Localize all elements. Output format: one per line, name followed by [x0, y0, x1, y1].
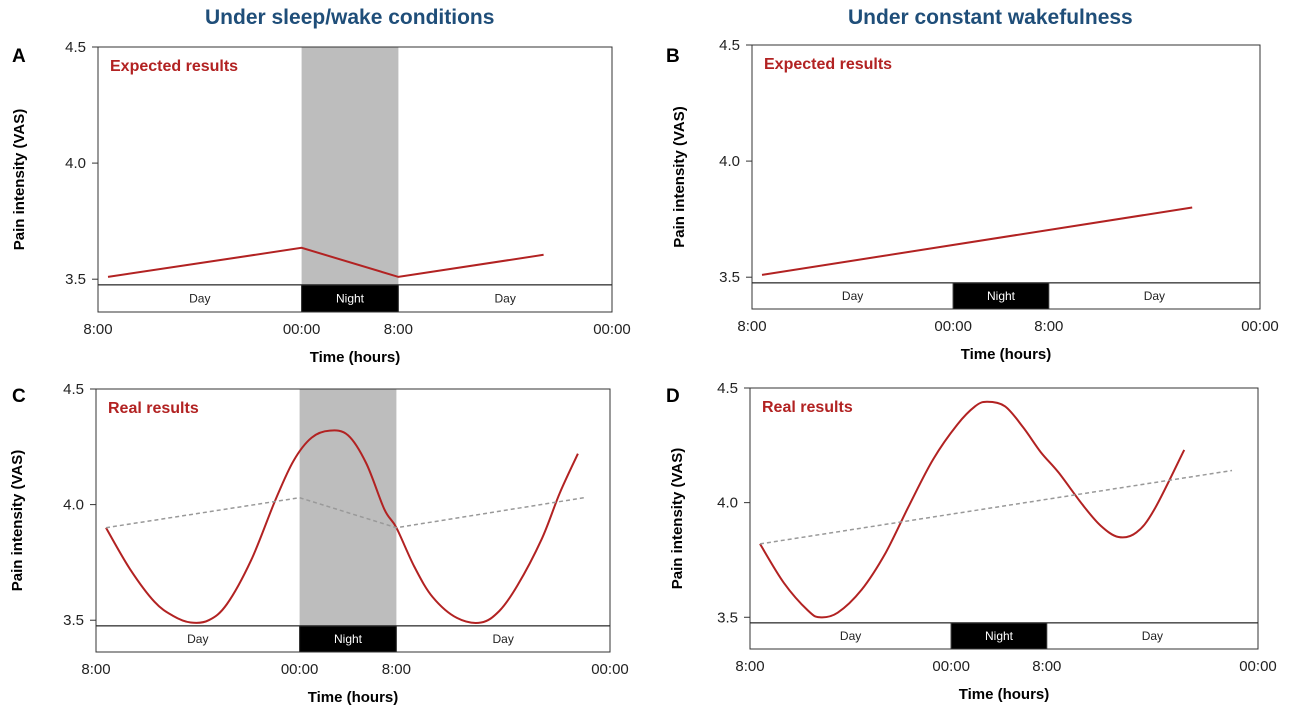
- x-axis-title: Time (hours): [961, 346, 1052, 363]
- panel-letter: B: [666, 46, 680, 67]
- x-tick-label: 00:00: [283, 321, 321, 338]
- y-tick-label: 3.5: [63, 612, 84, 629]
- x-tick-label: 8:00: [737, 318, 766, 335]
- day-band: [1048, 282, 1261, 310]
- day-band-label: Day: [842, 289, 863, 303]
- y-tick-label: 3.5: [719, 269, 740, 286]
- x-tick-label: 8:00: [83, 321, 112, 338]
- night-band-label: Night: [985, 629, 1014, 643]
- pain-curve-line: [107, 246, 544, 278]
- panel-letter: A: [12, 46, 26, 67]
- day-band: [395, 625, 611, 653]
- day-band-label: Day: [187, 632, 208, 646]
- y-axis-title: Pain intensity (VAS): [671, 106, 688, 247]
- y-axis-title: Pain intensity (VAS): [11, 109, 28, 250]
- pain-curve-line: [105, 429, 579, 624]
- panel-c: Day Night Day 3.5 4.0 4.5 8:00 00:00 8:00 00:00 Pa…: [9, 381, 629, 706]
- panel-annotation: Expected results: [764, 56, 892, 73]
- night-band: [952, 282, 1050, 310]
- night-band-label: Night: [336, 292, 365, 306]
- x-tick-label: 00:00: [281, 661, 319, 678]
- plot-frame: [749, 387, 1259, 650]
- x-tick-label: 00:00: [932, 658, 970, 675]
- y-tick-label: 4.5: [717, 380, 738, 397]
- panel-d: Day Night Day 3.5 4.0 4.5 8:00 00:00 8:00 00:00 Pa…: [666, 380, 1277, 703]
- plot-frame: [751, 44, 1261, 310]
- x-tick-label: 00:00: [1241, 318, 1279, 335]
- night-shading: [299, 389, 397, 626]
- x-axis-title: Time (hours): [310, 349, 401, 366]
- x-tick-label: 8:00: [1032, 658, 1061, 675]
- y-tick-label: 3.5: [717, 609, 738, 626]
- panel-letter: C: [12, 386, 26, 407]
- day-band: [97, 284, 303, 313]
- expected-trend-line: [105, 496, 585, 529]
- left-column-title: Under sleep/wake conditions: [205, 6, 495, 29]
- pain-curve-line: [761, 206, 1193, 276]
- x-tick-label: 8:00: [735, 658, 764, 675]
- panel-letter: D: [666, 386, 680, 407]
- y-axis-title: Pain intensity (VAS): [669, 448, 686, 589]
- x-axis-title: Time (hours): [959, 686, 1050, 703]
- panel-annotation: Expected results: [110, 58, 238, 75]
- night-shading: [301, 47, 399, 285]
- x-tick-label: 00:00: [1239, 658, 1277, 675]
- day-band-label: Day: [189, 292, 210, 306]
- night-band: [950, 622, 1048, 650]
- y-tick-label: 3.5: [65, 271, 86, 288]
- y-tick-label: 4.0: [65, 155, 86, 172]
- x-tick-label: 8:00: [81, 661, 110, 678]
- night-band-label: Night: [334, 632, 363, 646]
- night-band: [299, 625, 397, 653]
- day-band: [95, 625, 301, 653]
- day-band-label: Day: [840, 629, 861, 643]
- y-tick-label: 4.0: [719, 153, 740, 170]
- night-band-label: Night: [987, 289, 1016, 303]
- x-tick-label: 00:00: [593, 321, 631, 338]
- day-band-label: Day: [1144, 289, 1165, 303]
- y-tick-label: 4.0: [717, 495, 738, 512]
- day-band-label: Day: [495, 292, 516, 306]
- y-tick-label: 4.0: [63, 497, 84, 514]
- expected-trend-line: [759, 469, 1233, 545]
- y-tick-label: 4.5: [65, 39, 86, 56]
- day-band-label: Day: [493, 632, 514, 646]
- panel-annotation: Real results: [762, 399, 853, 416]
- x-axis-title: Time (hours): [308, 689, 399, 706]
- day-band-label: Day: [1142, 629, 1163, 643]
- day-band: [397, 284, 613, 313]
- x-tick-label: 8:00: [384, 321, 413, 338]
- panel-annotation: Real results: [108, 400, 199, 417]
- panel-a: Day Night Day 3.5 4.0 4.5 8:00 00:00 8:00 00:00 Pa…: [11, 39, 631, 366]
- right-column-title: Under constant wakefulness: [848, 6, 1133, 29]
- x-tick-label: 00:00: [934, 318, 972, 335]
- x-tick-label: 00:00: [591, 661, 629, 678]
- x-tick-label: 8:00: [382, 661, 411, 678]
- y-tick-label: 4.5: [63, 381, 84, 398]
- y-tick-label: 4.5: [719, 37, 740, 54]
- panel-b: Day Night Day 3.5 4.0 4.5 8:00 00:00 8:00 00:00 Pa…: [666, 37, 1279, 363]
- y-axis-title: Pain intensity (VAS): [9, 450, 26, 591]
- x-tick-label: 8:00: [1034, 318, 1063, 335]
- pain-curve-line: [759, 400, 1186, 619]
- day-band: [751, 282, 954, 310]
- day-band: [1046, 622, 1259, 650]
